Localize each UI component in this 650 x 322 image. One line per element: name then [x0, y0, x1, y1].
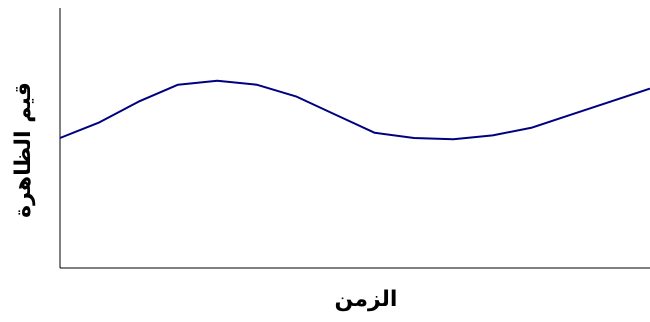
y-axis-title: قيم الظاهرة: [11, 82, 36, 218]
x-axis-title: الزمن: [335, 287, 398, 312]
series-layer: [59, 79, 650, 141]
series-line-0: [59, 79, 650, 141]
